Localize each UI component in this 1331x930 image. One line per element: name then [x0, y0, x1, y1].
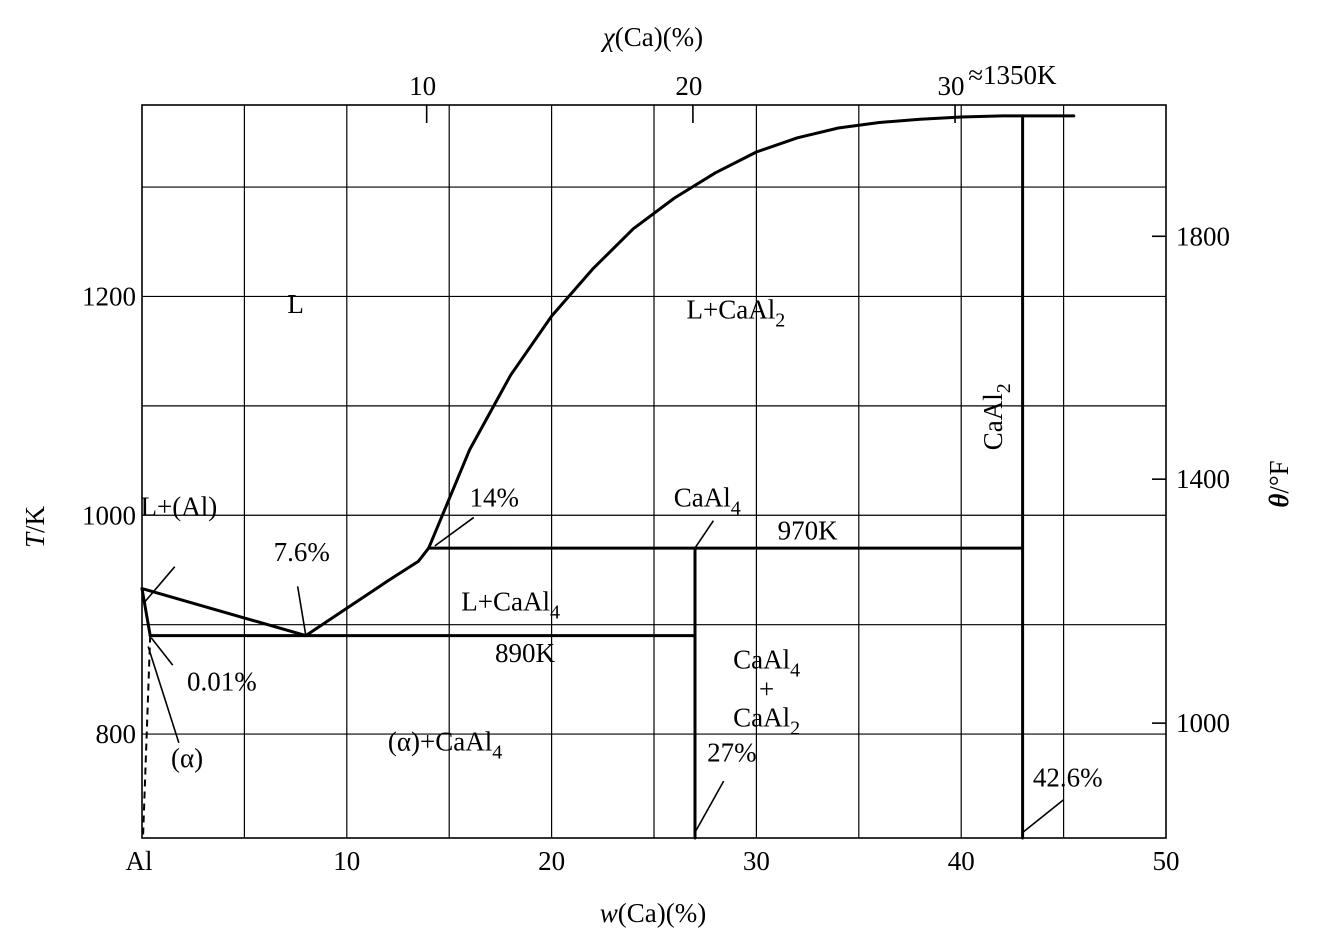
annotation-label: 0.01% — [187, 666, 257, 696]
leader-14 — [434, 516, 475, 547]
annotation-subscript: 4 — [492, 741, 502, 763]
x-tick-label: 40 — [948, 846, 975, 876]
annotation-label: 14% — [470, 483, 520, 513]
annotation-subscript: 2 — [775, 309, 785, 331]
annotation-label: (α) — [171, 743, 203, 773]
annotation-label: + — [759, 674, 774, 704]
annotation-main: L+CaAl — [687, 294, 776, 324]
annotation-label: L+CaAl4 — [461, 586, 560, 623]
annotation-subscript: 4 — [550, 601, 560, 623]
y-axis-title: T/K — [20, 505, 50, 548]
phase-line-liquidus-al-side — [140, 587, 308, 638]
leader-7-6 — [296, 586, 307, 636]
top-tick-label: 10 — [409, 71, 436, 101]
leader-0-01 — [150, 637, 174, 666]
top-tick-label: 30 — [938, 71, 965, 101]
annotation-main: CaAl — [978, 393, 1008, 450]
annotation-subscript: 4 — [790, 659, 800, 681]
phase-line-liquidus-caal2-side — [427, 114, 1076, 550]
x-tick-label: Al — [126, 846, 153, 876]
annotation-main: CaAl — [674, 483, 731, 513]
annotation-label: L+(Al) — [141, 491, 218, 521]
label-layer: L L+CaAl2L+CaAl4(α)+CaAl4L+(Al)(α)CaAl4+C… — [141, 60, 1103, 792]
leader-42-6 — [1022, 799, 1065, 834]
annotation-main: (α)+CaAl — [388, 726, 492, 756]
top-axis-title-rest: (Ca)(%) — [615, 22, 703, 52]
annotation-label: L — [287, 289, 304, 319]
x-axis-title: w(Ca)(%) — [600, 898, 706, 928]
annotation-subscript: 4 — [731, 498, 741, 520]
leader-27 — [694, 780, 725, 833]
annotation-label: ≈1350K — [968, 60, 1057, 90]
right-axis-title: θ/°F — [1264, 460, 1294, 507]
leader-caal4 — [694, 520, 715, 549]
y-tick-label: 1200 — [82, 281, 136, 311]
right-axis-title-prefix: θ — [1264, 494, 1294, 508]
annotation-label: (α)+CaAl4 — [388, 726, 502, 763]
phase-line-solidus-al — [140, 587, 152, 638]
annotation-main: L+CaAl — [461, 586, 550, 616]
top-axis-title: χ(Ca)(%) — [600, 22, 703, 52]
x-tick-label: 50 — [1153, 846, 1180, 876]
annotation-label: CaAl4 — [674, 483, 741, 520]
right-tick-label: 1000 — [1176, 708, 1230, 738]
right-tick-label: 1400 — [1176, 464, 1230, 494]
curve-layer — [140, 114, 1076, 840]
y-axis-title-prefix: T — [20, 531, 50, 548]
y-axis-title-rest: /K — [20, 505, 50, 533]
top-axis-title-prefix: χ — [600, 22, 616, 52]
annotation-main: CaAl — [733, 702, 790, 732]
annotation-label: 42.6% — [1033, 763, 1103, 793]
annotation-main: CaAl — [733, 644, 790, 674]
annotation-label: CaAl2 — [978, 383, 1015, 450]
x-tick-label: 10 — [333, 846, 360, 876]
plot-frame — [141, 104, 1167, 839]
annotation-subscript: 2 — [790, 717, 800, 739]
annotation-subscript: 2 — [993, 383, 1015, 393]
tick-layer: Al 10 20 30 40 50 800 1000 1200 10 20 30 1000 1400 180… — [82, 71, 1230, 876]
x-axis-title-rest: (Ca)(%) — [618, 898, 706, 928]
annotation-label: 970K — [778, 515, 839, 545]
x-axis-title-prefix: w — [600, 898, 618, 928]
annotation-label: CaAl4 — [733, 644, 800, 681]
annotation-label: 890K — [495, 638, 556, 668]
right-axis-title-rest: /°F — [1264, 460, 1294, 493]
right-tick-label: 1800 — [1176, 221, 1230, 251]
leader-l-al — [143, 566, 176, 604]
x-tick-label: 20 — [538, 846, 565, 876]
phase-line-solvus-al — [142, 635, 152, 839]
phase-line-liquidus-caal4-side — [304, 546, 431, 638]
leader-layer — [143, 516, 1065, 834]
y-tick-label: 800 — [96, 719, 137, 749]
x-tick-label: 30 — [743, 846, 770, 876]
annotation-label: CaAl2 — [733, 702, 800, 739]
y-tick-label: 1000 — [82, 500, 136, 530]
top-tick-label: 20 — [675, 71, 702, 101]
annotation-label: 7.6% — [274, 537, 330, 567]
leader-alpha — [147, 646, 180, 744]
annotation-label: 27% — [707, 737, 757, 767]
annotation-label: L+CaAl2 — [687, 294, 786, 331]
grid-layer — [141, 104, 1167, 839]
